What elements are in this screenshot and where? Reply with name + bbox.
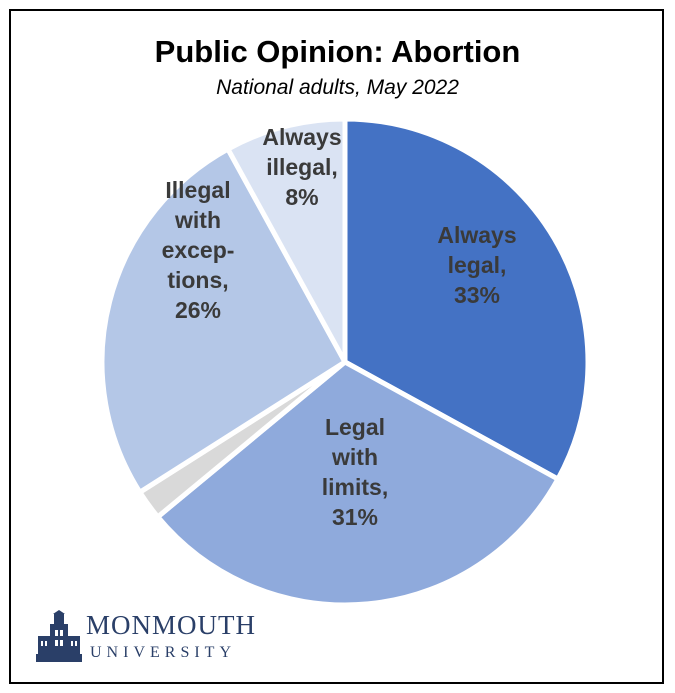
logo-subtitle: UNIVERSITY xyxy=(90,644,236,661)
pie-slice-3 xyxy=(99,146,348,495)
pie-slice-1 xyxy=(155,359,561,608)
chart-title: Public Opinion: Abortion xyxy=(154,34,521,69)
chart-subtitle: National adults, May 2022 xyxy=(216,76,459,99)
logo-name: MONMOUTH xyxy=(86,610,256,640)
slice-label-4: Always illegal, 8% xyxy=(262,124,341,210)
university-tower-icon xyxy=(36,610,82,662)
pie-slice-0 xyxy=(342,116,591,482)
slice-label-1: Legal with limits, 31% xyxy=(322,414,388,530)
pie-slice-4 xyxy=(225,116,348,365)
slice-label-3: Illegal with excep-tions, 26% xyxy=(162,177,235,323)
monmouth-logo: MONMOUTH UNIVERSITY xyxy=(34,606,274,670)
slice-label-0: Always legal, 33% xyxy=(437,222,516,308)
